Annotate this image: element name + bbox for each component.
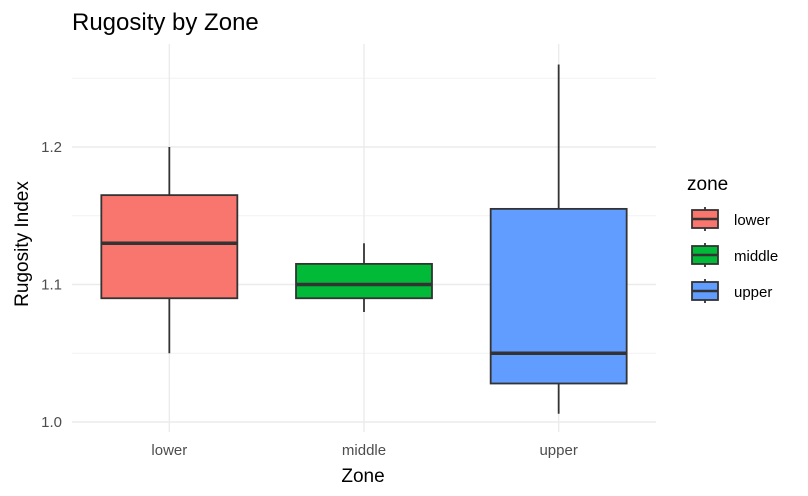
legend-label: lower	[734, 212, 770, 229]
box-iqr	[489, 207, 628, 385]
legend-key-middle	[691, 243, 719, 267]
legend-key-lower	[691, 207, 719, 231]
box-iqr	[295, 262, 433, 300]
box-iqr	[100, 194, 239, 300]
legend-label: middle	[734, 248, 778, 265]
y-axis-title: Rugosity Index	[12, 181, 33, 307]
x-tick-label: lower	[151, 442, 187, 459]
x-tick-label: upper	[539, 442, 577, 459]
legend: zone lower middle upper	[687, 174, 778, 303]
box-lower	[100, 147, 239, 354]
x-tick-label: middle	[342, 442, 386, 459]
x-axis-ticks: lower middle upper	[151, 442, 577, 459]
boxes	[100, 64, 628, 414]
y-tick-label: 1.2	[41, 139, 62, 156]
chart-title: Rugosity by Zone	[72, 9, 259, 36]
box-middle	[295, 243, 433, 312]
box-upper	[489, 64, 628, 414]
y-axis-ticks: 1.0 1.1 1.2	[41, 139, 62, 431]
y-tick-label: 1.0	[41, 414, 62, 431]
legend-title: zone	[687, 174, 728, 195]
legend-label: upper	[734, 284, 772, 301]
legend-key-upper	[691, 279, 719, 303]
x-axis-title: Zone	[341, 466, 384, 487]
y-tick-label: 1.1	[41, 277, 62, 294]
